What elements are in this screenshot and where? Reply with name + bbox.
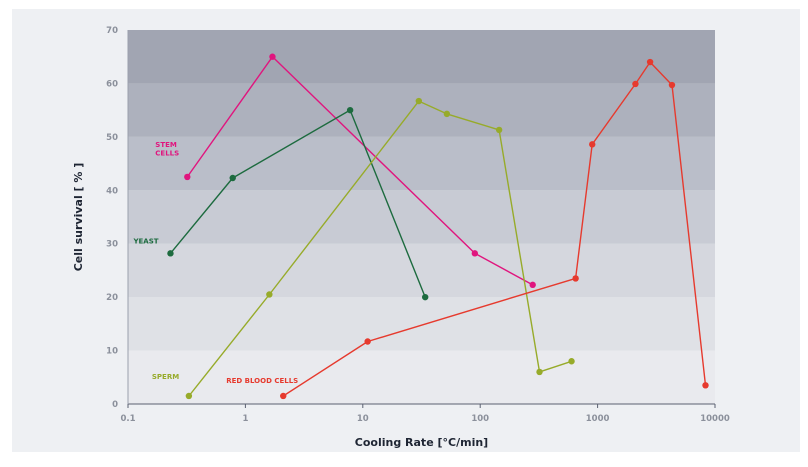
y-tick-label: 20 (106, 293, 118, 303)
series-label-sperm: SPERM (152, 373, 179, 381)
band-30-40 (128, 190, 715, 244)
series-stem-cells (184, 53, 536, 289)
data-point-stem-cells (184, 173, 191, 181)
data-point-yeast (167, 250, 174, 257)
data-point-sperm (536, 368, 543, 376)
x-tick-label: 1000 (586, 414, 610, 424)
series-label-yeast: YEAST (132, 237, 158, 245)
chart-panel: 0.1 1 10 100 1000 10000 0 10 20 30 40 50 60 70 Cooli… (12, 9, 800, 452)
data-point-sperm (415, 97, 423, 105)
band-0-10 (128, 350, 715, 404)
data-point-stem-cells (471, 250, 479, 257)
data-point-sperm (443, 110, 451, 118)
y-tick-label: 60 (106, 79, 118, 89)
data-point-sperm (266, 291, 273, 298)
x-axis-title: Cooling Rate [°C/min] (355, 436, 488, 449)
x-tick-label: 10000 (700, 414, 730, 424)
series-line-red-blood-cells (282, 61, 707, 397)
x-tick-label: 1 (242, 414, 248, 424)
y-tick-label: 40 (106, 186, 118, 196)
data-point-red-blood-cells (646, 58, 654, 66)
background-bands (128, 30, 715, 404)
series-label-stem-cells: CELLS (155, 149, 179, 157)
data-point-stem-cells (269, 53, 276, 60)
data-point-red-blood-cells (572, 275, 579, 282)
cell-survival-chart: 0.1 1 10 100 1000 10000 0 10 20 30 40 50 60 70 Cooli… (72, 26, 730, 449)
data-series (167, 53, 709, 400)
data-point-yeast (421, 293, 429, 301)
y-tick-label: 10 (106, 347, 118, 357)
y-tick-label: 50 (106, 133, 118, 143)
y-tick-label: 0 (112, 400, 118, 410)
data-point-red-blood-cells (589, 141, 596, 148)
x-tick-label: 100 (471, 414, 489, 424)
data-point-red-blood-cells (280, 392, 287, 400)
axes (127, 30, 715, 405)
data-point-yeast (229, 174, 236, 182)
y-tick-label: 70 (106, 26, 118, 36)
data-point-sperm (568, 358, 575, 365)
data-point-stem-cells (529, 281, 536, 289)
band-50-60 (128, 83, 715, 137)
series-red-blood-cells (280, 58, 709, 400)
series-label-stem-cells: STEM (155, 141, 177, 149)
data-point-sperm (495, 126, 503, 134)
data-point-yeast (346, 106, 354, 114)
y-tick-label: 30 (106, 240, 118, 250)
y-axis-ticks: 0 10 20 30 40 50 60 70 (106, 26, 118, 410)
series-sperm (185, 97, 575, 400)
band-40-50 (128, 136, 715, 191)
band-10-20 (128, 297, 715, 351)
band-60-70 (128, 30, 715, 84)
data-point-red-blood-cells (668, 81, 676, 89)
data-point-red-blood-cells (702, 382, 709, 389)
series-line-yeast (169, 109, 426, 298)
data-point-red-blood-cells (632, 80, 639, 88)
data-point-sperm (185, 392, 193, 400)
series-yeast (167, 106, 429, 301)
x-axis-ticks: 0.1 1 10 100 1000 10000 (120, 404, 730, 424)
data-point-red-blood-cells (364, 338, 371, 345)
series-label-red-blood-cells: RED BLOOD CELLS (226, 377, 298, 385)
series-line-stem-cells (186, 56, 534, 286)
x-tick-label: 0.1 (120, 414, 135, 424)
y-axis-title: Cell survival [ % ] (72, 163, 85, 272)
x-tick-label: 10 (357, 414, 369, 424)
